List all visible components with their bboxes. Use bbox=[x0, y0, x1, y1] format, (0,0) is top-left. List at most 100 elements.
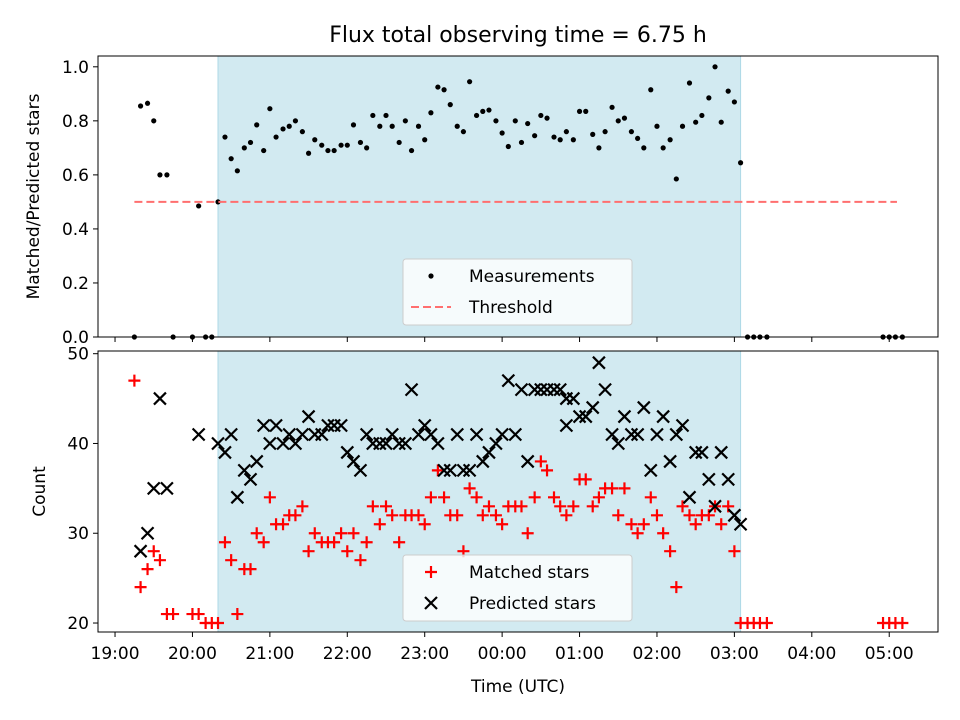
y-tick-label: 0.6 bbox=[62, 166, 89, 186]
measurement-point bbox=[435, 84, 441, 90]
measurement-point bbox=[331, 147, 337, 154]
predicted-star-marker bbox=[578, 409, 593, 424]
measurement-point bbox=[712, 64, 718, 70]
matched-star-marker bbox=[250, 527, 263, 540]
measurement-point bbox=[447, 102, 453, 108]
predicted-star-marker bbox=[669, 427, 684, 442]
predicted-star-marker bbox=[566, 391, 581, 406]
x-tick-label: 02:00 bbox=[632, 644, 681, 664]
measurement-point bbox=[538, 112, 544, 119]
measurement-point bbox=[590, 131, 596, 137]
matched-star-marker bbox=[431, 464, 444, 477]
measurement-point bbox=[557, 137, 563, 143]
predicted-star-marker bbox=[269, 418, 283, 433]
measurement-point bbox=[731, 99, 737, 105]
x-tick-label: 05:00 bbox=[865, 644, 914, 664]
legend-label: Predicted stars bbox=[469, 594, 596, 614]
matched-star-marker bbox=[760, 617, 773, 630]
measurement-point bbox=[532, 133, 538, 139]
predicted-star-marker bbox=[450, 427, 465, 442]
matched-star-marker bbox=[612, 509, 625, 522]
matched-star-marker bbox=[521, 527, 534, 540]
measurement-point bbox=[518, 139, 525, 146]
measurement-point bbox=[576, 108, 583, 114]
measurement-point bbox=[280, 126, 286, 132]
predicted-star-marker bbox=[733, 517, 748, 532]
measurement-point bbox=[415, 123, 422, 129]
measurement-point bbox=[215, 199, 221, 205]
matched-star-marker bbox=[147, 545, 160, 558]
measurement-point bbox=[299, 129, 305, 135]
predicted-star-marker bbox=[675, 418, 690, 433]
matched-star-marker bbox=[657, 527, 670, 540]
y-tick-label: 0.0 bbox=[62, 328, 89, 348]
measurement-point bbox=[247, 139, 254, 146]
legend-marker bbox=[425, 566, 437, 578]
measurement-point bbox=[505, 143, 511, 150]
measurement-point bbox=[679, 123, 686, 129]
predicted-star-marker bbox=[288, 436, 303, 451]
predicted-star-marker bbox=[373, 436, 387, 451]
measurement-point bbox=[460, 129, 467, 135]
matched-star-marker bbox=[141, 563, 154, 576]
predicted-star-marker bbox=[520, 454, 535, 469]
matched-star-marker bbox=[560, 509, 573, 522]
predicted-star-marker bbox=[353, 463, 368, 478]
matched-star-marker bbox=[650, 509, 663, 522]
matched-star-marker bbox=[225, 554, 238, 567]
measurement-point bbox=[137, 103, 144, 109]
measurement-point bbox=[648, 87, 654, 93]
predicted-star-marker bbox=[682, 490, 697, 505]
predicted-star-marker bbox=[146, 481, 161, 496]
measurement-point bbox=[151, 118, 157, 124]
top-x-axis-ticks bbox=[114, 337, 890, 342]
measurement-point bbox=[164, 172, 170, 178]
measurement-point bbox=[422, 137, 428, 143]
matched-star-marker bbox=[476, 509, 489, 522]
matched-star-marker bbox=[548, 491, 560, 504]
measurement-point bbox=[596, 145, 602, 151]
legend-box bbox=[402, 258, 633, 326]
measurement-point bbox=[350, 122, 357, 128]
predicted-star-marker bbox=[585, 400, 600, 415]
measurement-point bbox=[563, 129, 569, 135]
measurement-point bbox=[512, 118, 518, 124]
predicted-star-marker bbox=[249, 454, 264, 469]
measurement-point bbox=[305, 150, 312, 156]
measurement-point bbox=[499, 130, 505, 136]
measurement-point bbox=[473, 112, 480, 119]
predicted-star-marker bbox=[243, 472, 258, 487]
top-legend: Measurements Threshold bbox=[402, 258, 633, 326]
matched-star-marker bbox=[470, 491, 483, 504]
predicted-star-marker bbox=[398, 436, 413, 451]
measurement-point bbox=[267, 106, 273, 112]
measurement-point bbox=[544, 115, 550, 121]
matched-star-marker bbox=[393, 536, 406, 549]
matched-star-marker bbox=[631, 527, 644, 540]
predicted-star-marker bbox=[140, 526, 155, 541]
measurement-point bbox=[673, 176, 679, 182]
predicted-star-marker bbox=[276, 436, 290, 451]
measurement-point bbox=[428, 110, 434, 116]
x-axis-ticks: 19:00 20:00 21:00 22:00 23:00 00:00 01:00 02:00… bbox=[91, 632, 914, 664]
predicted-star-marker bbox=[282, 427, 297, 442]
predicted-star-marker bbox=[153, 391, 167, 406]
matched-star-marker bbox=[451, 509, 464, 522]
x-tick-label: 00:00 bbox=[478, 644, 527, 664]
predicted-star-marker bbox=[224, 427, 238, 442]
predicted-star-marker bbox=[301, 409, 316, 424]
matched-star-marker bbox=[366, 500, 379, 513]
predicted-star-marker bbox=[514, 382, 529, 397]
matched-star-marker bbox=[257, 536, 270, 549]
predicted-star-marker bbox=[211, 436, 225, 451]
predicted-star-marker bbox=[592, 355, 606, 370]
matched-star-marker bbox=[296, 500, 309, 513]
matched-star-marker bbox=[637, 518, 650, 531]
bottom-panel: 20 30 40 50 19:00 20:00 21:00 22:00 23:00 00:00 0… bbox=[30, 345, 939, 697]
predicted-star-marker bbox=[695, 445, 709, 460]
predicted-star-marker bbox=[605, 427, 619, 442]
x-tick-label: 03:00 bbox=[710, 644, 759, 664]
bottom-series-marks bbox=[128, 355, 909, 630]
matched-star-marker bbox=[231, 608, 244, 621]
matched-star-marker bbox=[308, 527, 321, 540]
